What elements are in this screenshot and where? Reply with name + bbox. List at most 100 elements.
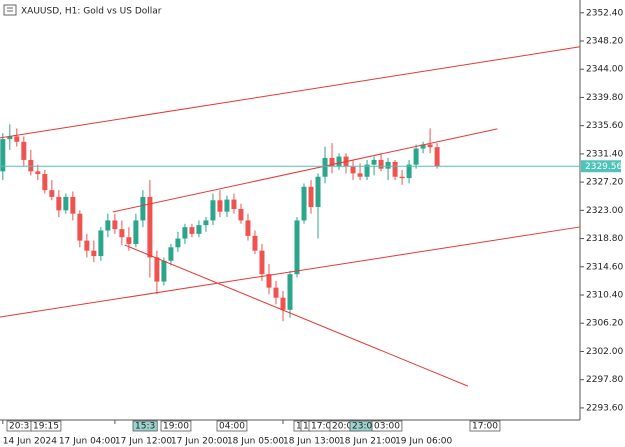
time-marker-box xyxy=(132,420,158,432)
trendline xyxy=(124,244,469,387)
candle-body xyxy=(350,166,356,174)
time-marker-label: 1 xyxy=(303,422,309,432)
x-tick-label: 17 Jun 04:00 xyxy=(59,437,116,447)
candle-body xyxy=(203,220,209,226)
candle-body xyxy=(140,196,146,221)
time-marker-label: 17:00 xyxy=(472,422,498,432)
y-tick-label: 2293.60 xyxy=(586,403,623,413)
y-tick-label: 2306.20 xyxy=(586,319,623,329)
trendline xyxy=(0,46,581,139)
candle-body xyxy=(434,147,440,167)
candle-body xyxy=(210,200,216,221)
candle-body xyxy=(364,164,370,177)
candle-body xyxy=(98,230,104,257)
x-tick-label: 19 Jun 06:00 xyxy=(395,437,452,447)
time-marker-box xyxy=(160,420,192,432)
chart-title: XAUUSD, H1: Gold vs US Dollar xyxy=(21,7,162,17)
candle-body xyxy=(196,225,202,234)
candle-body xyxy=(7,136,13,140)
candle-body xyxy=(105,220,111,231)
x-tick-label: 17 Jun 20:00 xyxy=(171,437,228,447)
x-tick-label: 18 Jun 21:00 xyxy=(339,437,396,447)
time-marker-label: 03:00 xyxy=(374,422,400,432)
current-price-box xyxy=(581,160,621,173)
time-marker-box xyxy=(216,420,248,432)
candle-body xyxy=(119,229,125,238)
candle-body xyxy=(385,161,391,169)
x-tick-label: 14 Jun 2024 xyxy=(3,437,57,447)
candle-body xyxy=(35,171,41,175)
candle-body xyxy=(315,176,321,207)
candle-body xyxy=(217,200,223,212)
time-marker-label: 17:00 xyxy=(311,422,337,432)
y-tick-label: 2339.80 xyxy=(586,93,623,103)
y-tick-label: 2331.40 xyxy=(586,149,623,159)
y-tick-label: 2344.00 xyxy=(586,65,623,75)
y-tick-label: 2297.80 xyxy=(586,375,623,385)
candle-body xyxy=(245,220,251,236)
candle-body xyxy=(252,235,258,251)
candle-body xyxy=(189,227,195,234)
time-marker-label: 20:3 xyxy=(9,422,29,432)
candle-body xyxy=(413,148,419,165)
time-marker-label: 15:3 xyxy=(135,422,155,432)
y-tick-label: 2302.00 xyxy=(586,347,623,357)
candle-body xyxy=(322,157,328,177)
candle-body xyxy=(112,220,118,230)
candle-body xyxy=(91,250,97,257)
candle-body xyxy=(371,159,377,165)
candle-body xyxy=(378,159,384,169)
candle-body xyxy=(392,161,398,177)
candle-body xyxy=(427,144,433,148)
candle-body xyxy=(301,186,307,221)
candle-body xyxy=(70,196,76,214)
candle-body xyxy=(175,238,181,248)
candle-body xyxy=(161,260,167,282)
trendline xyxy=(0,226,581,318)
x-tick-label: 18 Jun 13:00 xyxy=(283,437,340,447)
candle-body xyxy=(14,136,20,142)
candle-body xyxy=(266,274,272,288)
y-tick-label: 2310.40 xyxy=(586,291,623,301)
candle-body xyxy=(147,196,153,258)
candle-body xyxy=(182,227,188,239)
y-tick-label: 2314.60 xyxy=(586,262,623,272)
candle-body xyxy=(238,208,244,221)
time-marker-label: 1 xyxy=(296,422,302,432)
candle-body xyxy=(273,287,279,298)
candle-body xyxy=(77,213,83,241)
time-marker-box xyxy=(469,420,501,432)
y-tick-label: 2348.20 xyxy=(586,36,623,46)
time-marker-label: 19:15 xyxy=(33,422,59,432)
candle-body xyxy=(231,199,237,209)
time-marker-box xyxy=(371,420,403,432)
candle-body xyxy=(280,297,286,310)
current-price-label: 2329.56 xyxy=(585,162,622,172)
candle-body xyxy=(168,247,174,261)
x-tick-label: 17 Jun 12:00 xyxy=(115,437,172,447)
candle-body xyxy=(287,274,293,310)
candle-body xyxy=(406,164,412,179)
candle-body xyxy=(336,156,342,167)
candle-body xyxy=(0,139,6,172)
time-marker-label: 23:00 xyxy=(352,422,378,432)
candle-body xyxy=(420,144,426,149)
time-marker-box xyxy=(30,420,62,432)
candle-body xyxy=(259,250,265,275)
time-marker-label: 04:00 xyxy=(219,422,245,432)
candle-body xyxy=(224,199,230,212)
trendline xyxy=(112,128,498,213)
candle-body xyxy=(294,220,300,275)
candle-body xyxy=(49,190,55,197)
candle-body xyxy=(42,174,48,191)
candle-body xyxy=(63,196,69,211)
candle-body xyxy=(28,159,34,172)
candle-body xyxy=(133,220,139,244)
y-tick-label: 2327.20 xyxy=(586,178,623,188)
candle-body xyxy=(126,237,132,244)
candle-body xyxy=(56,196,62,211)
candle-body xyxy=(357,173,363,177)
candle-body xyxy=(154,257,160,282)
symbol-icon xyxy=(3,4,17,16)
